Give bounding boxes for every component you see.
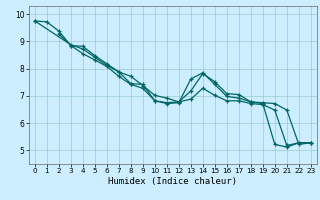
X-axis label: Humidex (Indice chaleur): Humidex (Indice chaleur) xyxy=(108,177,237,186)
